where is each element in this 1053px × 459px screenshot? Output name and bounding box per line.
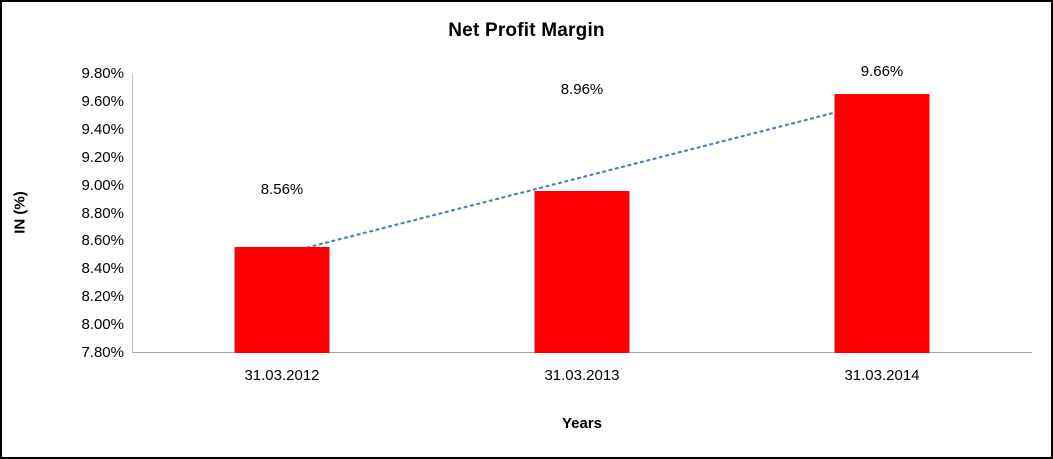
y-axis-title: IN (%) bbox=[11, 191, 29, 234]
bar bbox=[834, 93, 930, 353]
y-tick-label: 7.80% bbox=[81, 344, 124, 361]
x-tick-label: 31.03.2014 bbox=[844, 367, 920, 384]
y-tick-label: 9.60% bbox=[81, 92, 124, 110]
bar bbox=[234, 246, 330, 353]
y-tick-label: 9.80% bbox=[81, 65, 124, 82]
x-tick-label: 31.03.2013 bbox=[544, 367, 620, 384]
y-tick-label: 9.20% bbox=[81, 148, 124, 166]
data-label: 8.56% bbox=[260, 180, 304, 198]
y-tick-label: 8.60% bbox=[81, 232, 124, 250]
y-tick-label: 8.80% bbox=[81, 204, 124, 222]
y-tick-label: 8.00% bbox=[81, 316, 124, 334]
data-label: 9.66% bbox=[860, 62, 904, 80]
x-tick-label: 31.03.2012 bbox=[244, 367, 320, 384]
data-label: 8.96% bbox=[560, 81, 604, 99]
bar bbox=[534, 191, 630, 353]
y-tick-label: 8.20% bbox=[81, 288, 124, 306]
y-tick-label: 9.00% bbox=[81, 176, 124, 194]
y-tick-label: 8.40% bbox=[81, 260, 124, 278]
chart-title: Net Profit Margin bbox=[448, 20, 605, 41]
x-axis-title: Years bbox=[561, 415, 603, 432]
y-tick-label: 9.40% bbox=[81, 120, 124, 138]
